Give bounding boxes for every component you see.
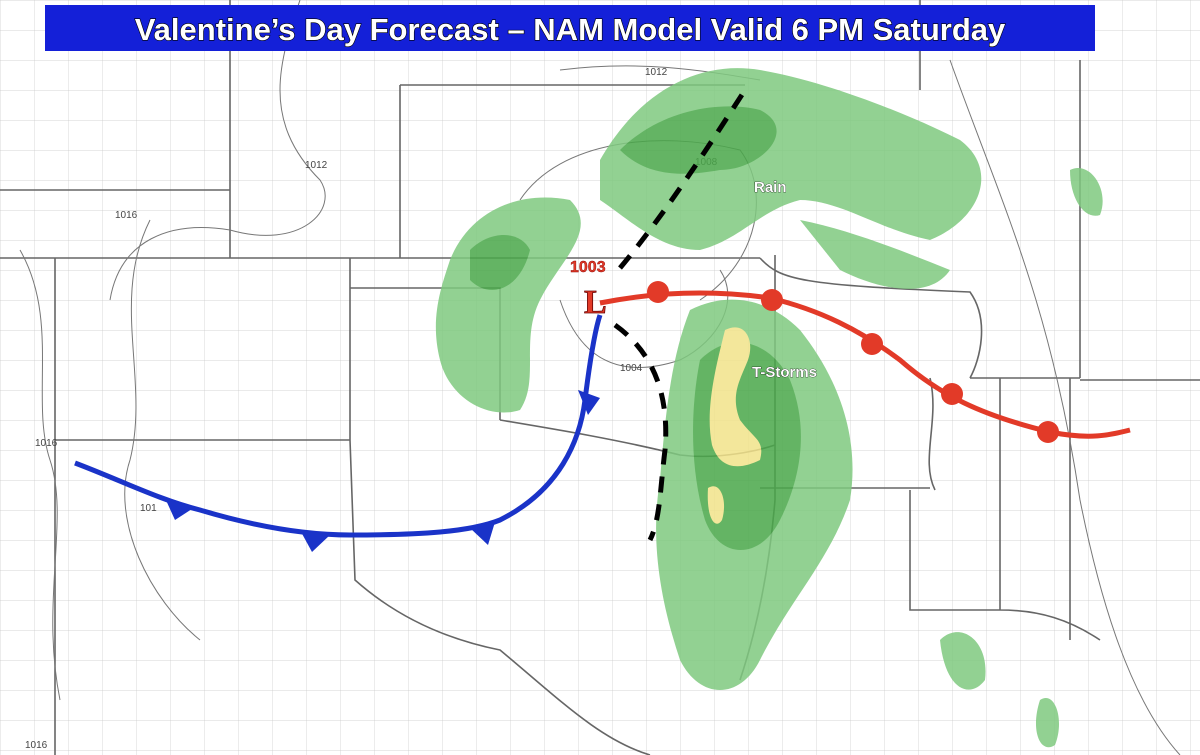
isobar-label: 101 <box>140 503 157 514</box>
rain-label: Rain <box>754 179 787 196</box>
isobar-label: 1016 <box>115 210 138 221</box>
warm-front <box>599 281 1131 443</box>
title: Valentine’s Day Forecast – NAM Model Val… <box>135 12 1006 47</box>
low-symbol: L <box>584 284 607 321</box>
precipitation <box>435 68 1103 748</box>
isobar-label: 1016 <box>25 740 48 751</box>
low-pressure-value: 1003 <box>570 259 606 276</box>
isobar-label: 1004 <box>620 363 643 374</box>
isobar-label: 1012 <box>645 67 668 78</box>
trough-lines <box>613 88 748 542</box>
tstorms-label: T-Storms <box>752 364 817 381</box>
isobar-label: 1012 <box>305 160 328 171</box>
isobar-label: 1016 <box>35 438 58 449</box>
title-box <box>45 5 1095 51</box>
cold-front <box>74 314 603 552</box>
